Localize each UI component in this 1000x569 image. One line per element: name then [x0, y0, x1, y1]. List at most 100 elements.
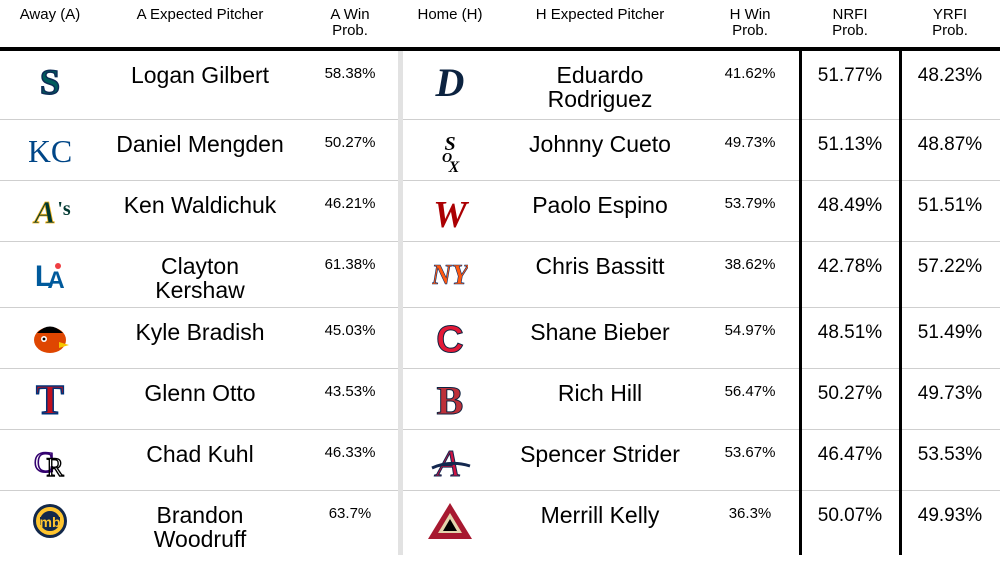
- header-a-pitcher-label: A Expected Pitcher: [136, 6, 264, 23]
- row-divider: [0, 429, 1000, 430]
- a-win-prob: 50.27%: [324, 134, 376, 151]
- h-win-prob: 38.62%: [724, 256, 776, 273]
- home-pitcher: Johnny Cueto: [500, 120, 700, 192]
- boston-red-sox-logo-icon: B: [400, 369, 500, 439]
- table-row: A 's Ken Waldichuk 46.21% W Paolo Espino…: [0, 181, 1000, 241]
- away-pitcher-line: Chad Kuhl: [146, 441, 254, 467]
- home-pitcher-line: Johnny Cueto: [529, 131, 671, 157]
- h-win-prob: 36.3%: [728, 505, 772, 522]
- svg-text:W: W: [433, 194, 470, 235]
- a-win-prob: 43.53%: [324, 383, 376, 400]
- header-yrfi-line1: YRFI: [932, 6, 968, 23]
- table-row: C R Chad Kuhl 46.33% A Spencer Strider 5…: [0, 430, 1000, 490]
- column-divider-nrfi: [799, 51, 802, 555]
- seattle-mariners-logo-icon: S: [0, 51, 100, 129]
- table-row: S Logan Gilbert 58.38% D Eduardo Rodrigu…: [0, 51, 1000, 119]
- home-pitcher: Spencer Strider: [500, 430, 700, 502]
- header-h-win-line2: Prob.: [732, 22, 768, 39]
- header-nrfi: NRFI Prob.: [800, 0, 900, 55]
- detroit-tigers-logo-icon: D: [400, 51, 500, 129]
- svg-text:S: S: [444, 133, 455, 155]
- table-row: KC Daniel Mengden 50.27% S O X Johnny Cu…: [0, 120, 1000, 180]
- yrfi-prob: 49.93%: [917, 505, 983, 526]
- yrfi-prob: 51.51%: [917, 195, 983, 216]
- away-pitcher: Chad Kuhl: [100, 430, 300, 502]
- header-h-pitcher-label: H Expected Pitcher: [535, 6, 665, 23]
- row-divider: [0, 307, 1000, 308]
- cleveland-guardians-logo-icon: C: [400, 308, 500, 378]
- away-pitcher-line: Daniel Mengden: [116, 131, 284, 157]
- nrfi-prob: 48.51%: [817, 322, 883, 343]
- nrfi-prob: 51.13%: [817, 134, 883, 155]
- home-pitcher: Eduardo Rodriguez: [500, 51, 700, 131]
- home-pitcher-line: Shane Bieber: [530, 319, 670, 345]
- away-pitcher-line: Kershaw: [155, 277, 245, 303]
- baltimore-orioles-logo-icon: [0, 308, 100, 378]
- svg-text:L: L: [35, 260, 53, 292]
- row-divider: [0, 180, 1000, 181]
- nrfi-prob: 48.49%: [817, 195, 883, 216]
- washington-nationals-logo-icon: W: [400, 181, 500, 251]
- h-win-prob: 41.62%: [724, 65, 776, 82]
- home-pitcher: Rich Hill: [500, 369, 700, 441]
- nrfi-prob: 50.07%: [817, 505, 883, 526]
- a-win-prob: 46.33%: [324, 444, 376, 461]
- away-pitcher-line: Ken Waldichuk: [123, 192, 277, 218]
- header-yrfi: YRFI Prob.: [900, 0, 1000, 55]
- yrfi-prob: 48.23%: [917, 65, 983, 86]
- nrfi-prob: 50.27%: [817, 383, 883, 404]
- column-divider-yrfi: [899, 51, 902, 555]
- arizona-diamondbacks-logo-icon: [400, 491, 500, 565]
- away-pitcher: Brandon Woodruff: [100, 491, 300, 567]
- away-pitcher: Ken Waldichuk: [100, 181, 300, 253]
- home-pitcher-line: Rich Hill: [557, 380, 643, 406]
- h-win-prob: 53.79%: [724, 195, 776, 212]
- kansas-city-royals-logo-icon: KC: [0, 120, 100, 190]
- svg-text:KC: KC: [29, 133, 71, 169]
- away-pitcher-line: Logan Gilbert: [130, 62, 270, 88]
- home-pitcher: Merrill Kelly: [500, 491, 700, 567]
- yrfi-prob: 49.73%: [917, 383, 983, 404]
- h-win-prob: 54.97%: [724, 322, 776, 339]
- texas-rangers-logo-icon: T: [0, 369, 100, 439]
- a-win-prob: 45.03%: [324, 322, 376, 339]
- home-pitcher-line: Eduardo: [556, 62, 644, 88]
- home-pitcher: Shane Bieber: [500, 308, 700, 380]
- away-pitcher-line: Brandon: [156, 502, 244, 528]
- h-win-prob: 49.73%: [724, 134, 776, 151]
- away-pitcher: Logan Gilbert: [100, 51, 300, 131]
- svg-text:mb: mb: [40, 514, 61, 530]
- home-pitcher-line: Paolo Espino: [532, 192, 668, 218]
- away-pitcher-line: Woodruff: [153, 526, 247, 552]
- a-win-prob: 58.38%: [324, 65, 376, 82]
- away-pitcher-line: Kyle Bradish: [135, 319, 265, 345]
- row-divider: [0, 119, 1000, 120]
- svg-text:O: O: [442, 151, 452, 166]
- away-pitcher-line: Glenn Otto: [144, 380, 256, 406]
- yrfi-prob: 57.22%: [917, 256, 983, 277]
- header-a-pitcher: A Expected Pitcher: [100, 0, 300, 55]
- table-row: Kyle Bradish 45.03% C Shane Bieber 54.97…: [0, 308, 1000, 368]
- column-divider-home: [398, 51, 403, 555]
- new-york-mets-logo-icon: NY: [400, 242, 500, 317]
- a-win-prob: 63.7%: [328, 505, 372, 522]
- yrfi-prob: 48.87%: [917, 134, 983, 155]
- atlanta-braves-logo-icon: A: [400, 430, 500, 500]
- home-pitcher-line: Rodriguez: [547, 86, 653, 112]
- header-nrfi-line2: Prob.: [832, 22, 868, 39]
- svg-text:B: B: [437, 379, 464, 419]
- h-win-prob: 53.67%: [724, 444, 776, 461]
- schedule-table: Away (A) A Expected Pitcher A Win Prob. …: [0, 0, 1000, 555]
- svg-text:NY: NY: [432, 260, 468, 291]
- row-divider: [0, 368, 1000, 369]
- header-a-win-line2: Prob.: [332, 22, 368, 39]
- row-divider: [0, 490, 1000, 491]
- svg-text:A: A: [32, 194, 55, 230]
- colorado-rockies-logo-icon: C R: [0, 430, 100, 500]
- a-win-prob: 61.38%: [324, 256, 376, 273]
- home-pitcher: Chris Bassitt: [500, 242, 700, 319]
- a-win-prob: 46.21%: [324, 195, 376, 212]
- header-h-pitcher: H Expected Pitcher: [500, 0, 700, 55]
- svg-text:A: A: [47, 267, 64, 292]
- away-pitcher: Glenn Otto: [100, 369, 300, 441]
